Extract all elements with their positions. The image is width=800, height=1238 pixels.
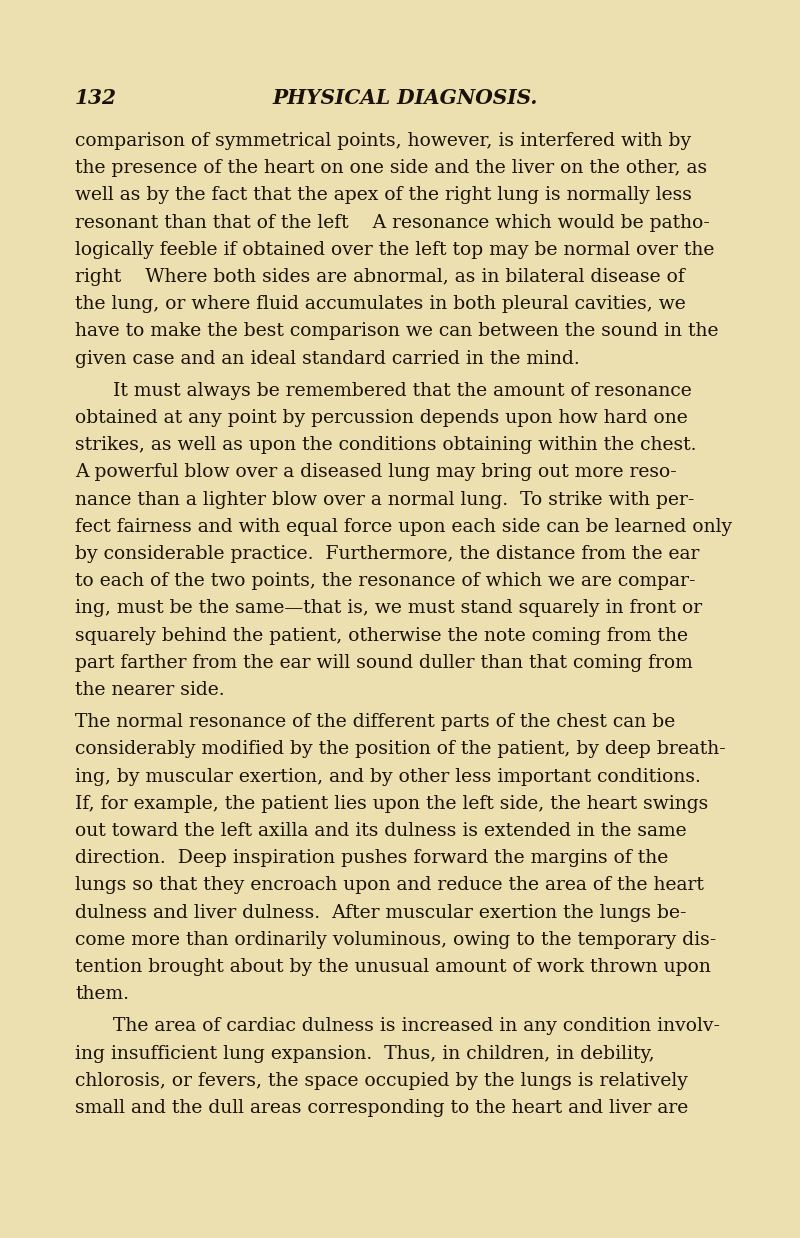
Text: fect fairness and with equal force upon each side can be learned only: fect fairness and with equal force upon … [75, 517, 732, 536]
Text: the lung, or where fluid accumulates in both pleural cavities, we: the lung, or where fluid accumulates in … [75, 295, 686, 313]
Text: have to make the best comparison we can between the sound in the: have to make the best comparison we can … [75, 322, 718, 340]
Text: The normal resonance of the different parts of the chest can be: The normal resonance of the different pa… [75, 713, 675, 732]
Text: direction.  Deep inspiration pushes forward the margins of the: direction. Deep inspiration pushes forwa… [75, 849, 668, 867]
Text: given case and an ideal standard carried in the mind.: given case and an ideal standard carried… [75, 349, 580, 368]
Text: small and the dull areas corresponding to the heart and liver are: small and the dull areas corresponding t… [75, 1099, 688, 1117]
Text: considerably modified by the position of the patient, by deep breath-: considerably modified by the position of… [75, 740, 726, 759]
Text: obtained at any point by percussion depends upon how hard one: obtained at any point by percussion depe… [75, 409, 688, 427]
Text: them.: them. [75, 985, 129, 1003]
Text: A powerful blow over a diseased lung may bring out more reso-: A powerful blow over a diseased lung may… [75, 463, 677, 482]
Text: strikes, as well as upon the conditions obtaining within the chest.: strikes, as well as upon the conditions … [75, 436, 697, 454]
Text: to each of the two points, the resonance of which we are compar-: to each of the two points, the resonance… [75, 572, 695, 591]
Text: PHYSICAL DIAGNOSIS.: PHYSICAL DIAGNOSIS. [272, 88, 538, 108]
Text: the nearer side.: the nearer side. [75, 681, 225, 699]
Text: ing, by muscular exertion, and by other less important conditions.: ing, by muscular exertion, and by other … [75, 768, 701, 786]
Text: 132: 132 [75, 88, 117, 108]
Text: resonant than that of the left    A resonance which would be patho-: resonant than that of the left A resonan… [75, 214, 710, 232]
Text: out toward the left axilla and its dulness is extended in the same: out toward the left axilla and its dulne… [75, 822, 686, 841]
Text: logically feeble if obtained over the left top may be normal over the: logically feeble if obtained over the le… [75, 241, 714, 259]
Text: If, for example, the patient lies upon the left side, the heart swings: If, for example, the patient lies upon t… [75, 795, 708, 813]
Text: ing insufficient lung expansion.  Thus, in children, in debility,: ing insufficient lung expansion. Thus, i… [75, 1045, 654, 1062]
Text: the presence of the heart on one side and the liver on the other, as: the presence of the heart on one side an… [75, 160, 707, 177]
Text: well as by the fact that the apex of the right lung is normally less: well as by the fact that the apex of the… [75, 187, 692, 204]
Text: tention brought about by the unusual amount of work thrown upon: tention brought about by the unusual amo… [75, 958, 711, 976]
Text: comparison of symmetrical points, however, is interfered with by: comparison of symmetrical points, howeve… [75, 132, 691, 150]
Text: chlorosis, or fevers, the space occupied by the lungs is relatively: chlorosis, or fevers, the space occupied… [75, 1072, 688, 1089]
Text: It must always be remembered that the amount of resonance: It must always be remembered that the am… [113, 381, 692, 400]
Text: right    Where both sides are abnormal, as in bilateral disease of: right Where both sides are abnormal, as … [75, 267, 685, 286]
Text: come more than ordinarily voluminous, owing to the temporary dis-: come more than ordinarily voluminous, ow… [75, 931, 716, 948]
Text: squarely behind the patient, otherwise the note coming from the: squarely behind the patient, otherwise t… [75, 626, 688, 645]
Text: dulness and liver dulness.  After muscular exertion the lungs be-: dulness and liver dulness. After muscula… [75, 904, 686, 921]
Text: nance than a lighter blow over a normal lung.  To strike with per-: nance than a lighter blow over a normal … [75, 490, 694, 509]
Text: ing, must be the same—that is, we must stand squarely in front or: ing, must be the same—that is, we must s… [75, 599, 702, 618]
Text: lungs so that they encroach upon and reduce the area of the heart: lungs so that they encroach upon and red… [75, 877, 704, 894]
Text: The area of cardiac dulness is increased in any condition involv-: The area of cardiac dulness is increased… [113, 1018, 720, 1035]
Text: by considerable practice.  Furthermore, the distance from the ear: by considerable practice. Furthermore, t… [75, 545, 699, 563]
Text: part farther from the ear will sound duller than that coming from: part farther from the ear will sound dul… [75, 654, 693, 672]
